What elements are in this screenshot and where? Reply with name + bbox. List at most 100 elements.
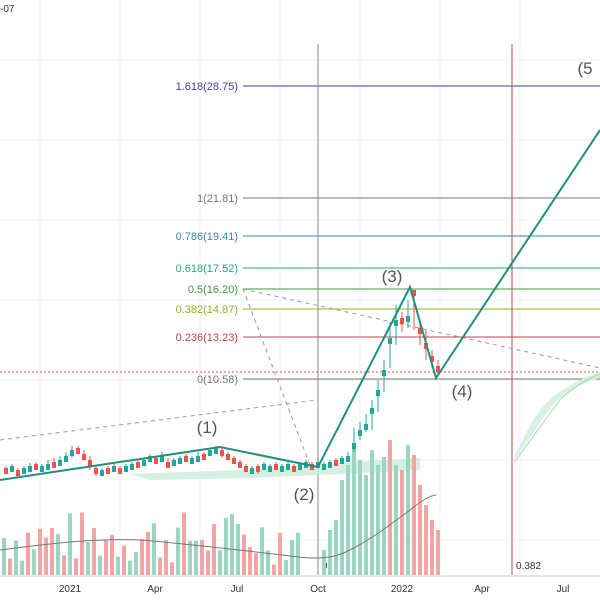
- fib-level-label: 0.5(16.20): [188, 284, 238, 296]
- volume-bar: [248, 547, 252, 575]
- header-date: -07: [0, 4, 15, 15]
- fib-level-label: 0.236(13.23): [176, 332, 238, 344]
- dashed-lines: [0, 288, 600, 466]
- volume-bar: [382, 457, 386, 575]
- x-axis-label: 2022: [391, 584, 414, 595]
- volume-bar: [104, 540, 108, 575]
- volume-bar: [212, 524, 216, 575]
- candle-body: [160, 456, 164, 462]
- candle-body: [130, 464, 134, 470]
- volume-bar: [272, 564, 276, 575]
- candle-body: [64, 456, 68, 462]
- candle-body: [154, 458, 158, 464]
- fib-level-label: 0.618(17.52): [176, 263, 238, 275]
- candle-body: [58, 460, 62, 466]
- candle-body: [190, 458, 194, 464]
- volume-bar: [56, 534, 60, 575]
- volume-bar: [50, 528, 54, 575]
- fib-level-label: 1(21.81): [197, 193, 238, 205]
- volume-bar: [206, 550, 210, 575]
- volume-bar: [14, 540, 18, 575]
- volume-bar: [296, 532, 300, 575]
- volume-bar: [158, 557, 162, 575]
- volume-bar: [20, 560, 24, 575]
- volume-bar: [218, 550, 222, 575]
- volume-bar: [406, 445, 410, 575]
- volume-bar: [44, 537, 48, 575]
- candle-body: [418, 328, 422, 334]
- wave-label: (2): [294, 485, 315, 504]
- volume-bar: [358, 460, 362, 575]
- volume-bar: [418, 485, 422, 575]
- candle-body: [208, 450, 212, 456]
- candle-body: [178, 458, 182, 464]
- candle-body: [226, 454, 230, 460]
- candle-body: [334, 460, 338, 466]
- candle-body: [196, 456, 200, 462]
- volume-bar: [260, 527, 264, 575]
- volume-bar: [86, 541, 90, 575]
- cloud-edge: [514, 373, 600, 463]
- candle-body: [274, 464, 278, 470]
- volume-bar: [400, 470, 404, 575]
- volume-bar: [388, 440, 392, 575]
- candle-body: [148, 456, 152, 462]
- candle-body: [358, 430, 362, 436]
- volume-bar: [80, 512, 84, 575]
- candle-body: [430, 356, 434, 362]
- candle-body: [286, 464, 290, 470]
- candle-body: [28, 466, 32, 472]
- candle-body: [268, 466, 272, 472]
- candle-body: [166, 462, 170, 468]
- candle-body: [106, 468, 110, 474]
- candle-body: [388, 338, 392, 344]
- fib-level-label: 0(10.58): [197, 374, 238, 386]
- volume-bar: [328, 530, 332, 575]
- volume-bar: [98, 555, 102, 575]
- elliott-waves: (1) (2) (3) (4) (5: [0, 59, 600, 504]
- candle-body: [70, 450, 74, 456]
- candle-body: [322, 464, 326, 470]
- wave-label: (3): [382, 267, 403, 286]
- volume-bar: [224, 517, 228, 575]
- volume-bar: [436, 530, 440, 575]
- volume-bar: [194, 540, 198, 575]
- volume-bar: [278, 532, 282, 575]
- volume-bar: [364, 475, 368, 575]
- candle-body: [136, 462, 140, 468]
- wave-line: [0, 129, 600, 481]
- candle-body: [238, 462, 242, 468]
- dashed-trendline: [0, 399, 319, 441]
- candle-body: [82, 454, 86, 460]
- volume-bar: [242, 534, 246, 575]
- volume-bar: [334, 520, 338, 575]
- volume-bar: [32, 549, 36, 575]
- candle-body: [256, 466, 260, 472]
- candle-body: [262, 464, 266, 470]
- candle-body: [376, 390, 380, 396]
- candle-body: [10, 466, 14, 472]
- fib-level-label: 0.786(19.41): [176, 231, 238, 243]
- volume-bar: [412, 455, 416, 575]
- candle-body: [244, 466, 248, 472]
- candle-body: [310, 464, 314, 470]
- candle-body: [112, 466, 116, 472]
- volume-bar: [122, 545, 126, 575]
- candle-body: [400, 318, 404, 324]
- volume-bar: [430, 520, 434, 575]
- volume-bar: [284, 560, 288, 575]
- wave-label: (4): [452, 382, 473, 401]
- volume-bar: [340, 480, 344, 575]
- candle-body: [184, 456, 188, 462]
- volume-bar: [376, 465, 380, 575]
- candle-body: [292, 466, 296, 472]
- candle-body: [436, 366, 440, 372]
- wave-label: (5: [577, 59, 592, 78]
- x-axis-label: Jul: [231, 584, 244, 595]
- volume-bar: [26, 532, 30, 575]
- volume-bar: [8, 558, 12, 575]
- x-axis-label: Oct: [310, 584, 326, 595]
- volume-ma: [0, 494, 437, 559]
